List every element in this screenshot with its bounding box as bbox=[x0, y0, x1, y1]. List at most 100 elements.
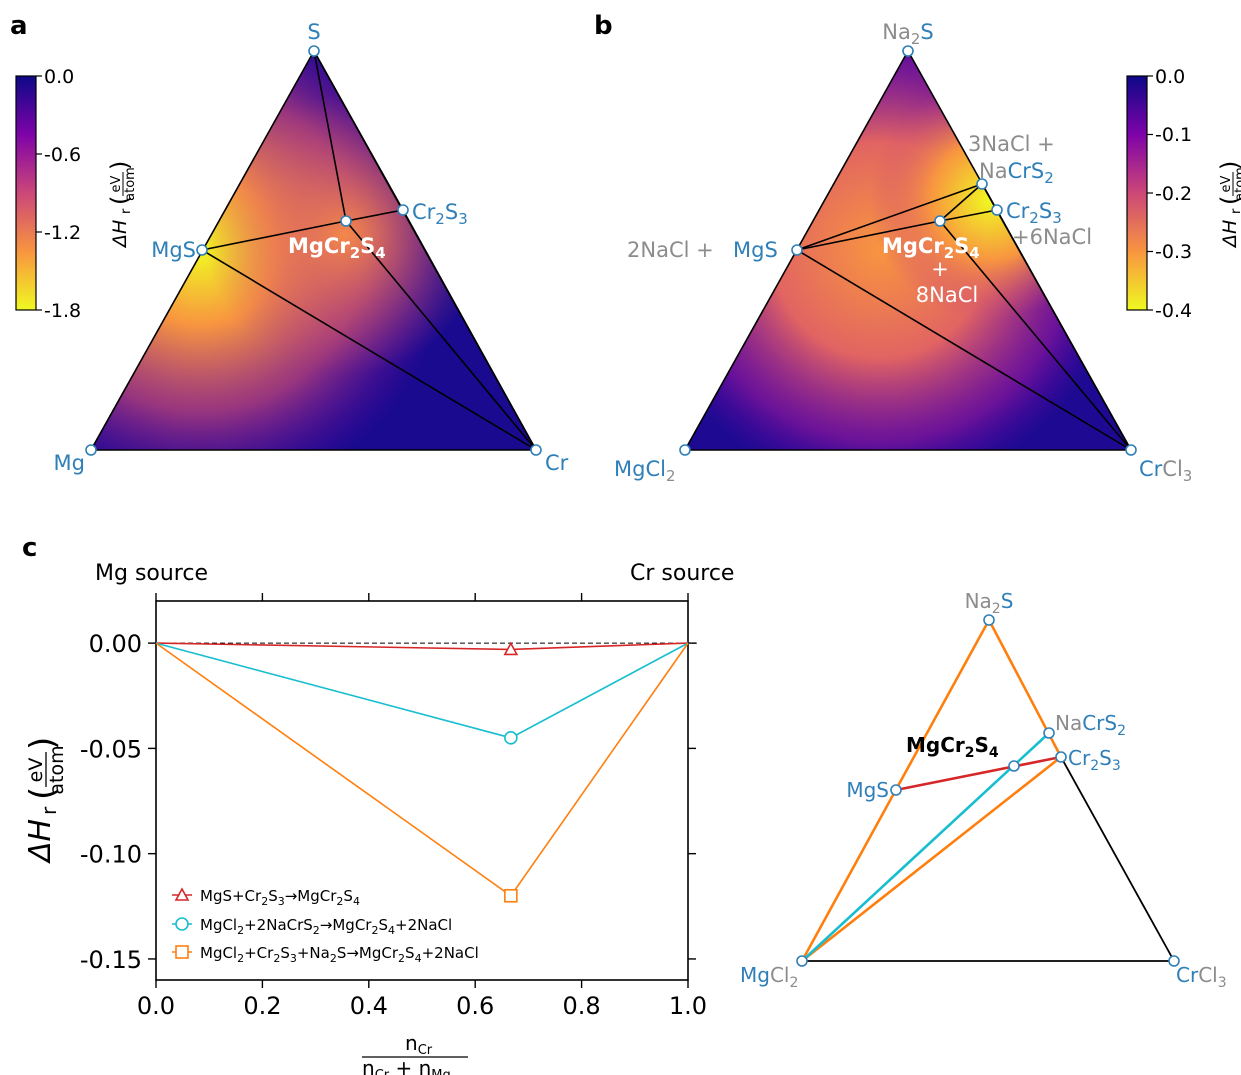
chart-c: 0.0 0.2 0.4 0.6 0.8 1.0 0.00 -0.05 -0.10 -0.15 bbox=[80, 593, 707, 1020]
legend-entry-1: MgS+Cr2S3→MgCr2S4 bbox=[172, 887, 360, 908]
cbar-b-label: ΔH r ( eV atom ) bbox=[1216, 161, 1241, 249]
label-c-crcl3: CrCl3 bbox=[1176, 963, 1227, 991]
node-c-crcl3 bbox=[1168, 955, 1180, 967]
cbar-a-tick-3: -1.8 bbox=[44, 300, 81, 322]
series-marker-1 bbox=[503, 641, 519, 656]
svg-text:nCr: nCr bbox=[405, 1031, 433, 1058]
label-cr2s3: Cr2S3 bbox=[412, 200, 468, 228]
svg-text:eV: eV bbox=[25, 758, 47, 783]
plot-frame bbox=[155, 600, 689, 981]
legend-entry-3: MgCl2+Cr2S3+Na2S→MgCr2S4+2NaCl bbox=[172, 944, 479, 965]
node-b-mgcr2s4 bbox=[934, 215, 946, 227]
node-b-mgs bbox=[791, 244, 803, 256]
y-tick-label: -0.05 bbox=[80, 735, 142, 763]
node-c-mgs bbox=[890, 784, 902, 796]
node-mgcr2s4 bbox=[340, 215, 352, 227]
svg-text:): ) bbox=[106, 161, 134, 170]
node-b-cr2s3 bbox=[991, 204, 1003, 216]
colorbar-b: 0.0 -0.1 -0.2 -0.3 -0.4 ΔH r ( eV atom ) bbox=[1126, 66, 1241, 322]
svg-text:): ) bbox=[1216, 161, 1241, 170]
series-line-1 bbox=[155, 642, 689, 651]
label-s: S bbox=[307, 20, 320, 44]
panel-c-ternary: Na2S NaCrS2 Cr2S3 MgCr2S4 MgS MgCl2 CrCl… bbox=[740, 589, 1227, 991]
series-line-3 bbox=[155, 642, 689, 897]
series-marker-3 bbox=[504, 888, 518, 903]
x-tick-label: 0.2 bbox=[243, 992, 281, 1020]
x-axis-label: nCr nCr + nMg bbox=[362, 1031, 468, 1075]
node-c-cr2s3 bbox=[1055, 751, 1067, 763]
x-tick-label: 1.0 bbox=[669, 992, 707, 1020]
label-b-6nacl: +6NaCl bbox=[1012, 225, 1092, 249]
cbar-b-tick-2: -0.2 bbox=[1155, 183, 1192, 205]
label-b-mgcl2: MgCl2 bbox=[614, 457, 676, 485]
x-tick-label: 0.0 bbox=[137, 992, 175, 1020]
label-c-na2s: Na2S bbox=[965, 589, 1014, 617]
ternary-b-heat2 bbox=[685, 51, 1131, 450]
panel-label-a: a bbox=[10, 11, 28, 41]
cbar-a-tick-2: -1.2 bbox=[44, 222, 81, 244]
svg-text:atom: atom bbox=[1233, 167, 1241, 201]
node-c-nacrs2 bbox=[1043, 727, 1055, 739]
label-cr: Cr bbox=[545, 451, 569, 475]
svg-text:eV: eV bbox=[109, 175, 124, 192]
node-mgcl2 bbox=[679, 444, 691, 456]
label-b-plus: + bbox=[931, 257, 949, 281]
svg-text:(: ( bbox=[106, 196, 134, 205]
legend-text-3: MgCl2+Cr2S3+Na2S→MgCr2S4+2NaCl bbox=[200, 944, 479, 965]
colorbar-a: 0.0 -0.6 -1.2 -1.8 ΔH r ( eV atom ) bbox=[15, 66, 138, 322]
cr-source-label: Cr source bbox=[630, 561, 734, 586]
label-c-mgcl2: MgCl2 bbox=[740, 963, 798, 991]
series-marker-2 bbox=[504, 731, 518, 745]
y-axis-label: ΔH r ( eV atom ) bbox=[23, 737, 68, 864]
node-mg bbox=[85, 444, 97, 456]
cbar-a-tick-1: -0.6 bbox=[44, 144, 81, 166]
x-tick-label: 0.4 bbox=[350, 992, 388, 1020]
label-b-nacrs2: NaCrS2 bbox=[979, 159, 1054, 187]
node-b-nacrs2 bbox=[976, 178, 988, 190]
svg-text:r: r bbox=[37, 806, 61, 815]
label-c-cr2s3: Cr2S3 bbox=[1068, 746, 1121, 774]
node-c-na2s bbox=[983, 614, 995, 626]
svg-text:atom: atom bbox=[46, 745, 68, 794]
y-tick-label: -0.15 bbox=[80, 946, 142, 974]
legend-text-1: MgS+Cr2S3→MgCr2S4 bbox=[200, 887, 360, 908]
cbar-b-tick-4: -0.4 bbox=[1155, 300, 1192, 322]
label-mgcr2s4: MgCr2S4 bbox=[288, 234, 386, 262]
svg-text:r: r bbox=[1229, 208, 1241, 214]
label-b-crcl3: CrCl3 bbox=[1139, 457, 1192, 485]
mg-source-label: Mg source bbox=[95, 561, 208, 586]
cbar-b-tick-0: 0.0 bbox=[1155, 66, 1185, 88]
svg-text:nCr + nMg: nCr + nMg bbox=[362, 1056, 451, 1075]
node-cr2s3 bbox=[397, 204, 409, 216]
legend: MgS+Cr2S3→MgCr2S4 MgCl2+2NaCrS2→MgCr2S4+… bbox=[172, 887, 479, 965]
node-s bbox=[308, 45, 320, 57]
cbar-b-tick-3: -0.3 bbox=[1155, 241, 1192, 263]
svg-text:atom: atom bbox=[123, 167, 138, 201]
label-b-mgs: MgS bbox=[733, 238, 778, 262]
panel-b-ternary: Na2S MgCl2 CrCl3 3NaCl + NaCrS2 Cr2S3 +6… bbox=[614, 20, 1192, 485]
label-b-mgcr2s4: MgCr2S4 bbox=[882, 234, 980, 262]
panel-label-b: b bbox=[594, 11, 613, 41]
node-na2s bbox=[902, 45, 914, 57]
svg-text:ΔH: ΔH bbox=[1219, 220, 1241, 249]
panel-label-c: c bbox=[22, 533, 37, 563]
label-b-2nacl: 2NaCl + bbox=[627, 238, 714, 262]
label-b-na2s: Na2S bbox=[882, 20, 933, 48]
cbar-b-tick-1: -0.1 bbox=[1155, 124, 1192, 146]
y-tick-label: -0.10 bbox=[80, 841, 142, 869]
legend-entry-2: MgCl2+2NaCrS2→MgCr2S4+2NaCl bbox=[172, 916, 452, 937]
node-mgs bbox=[196, 244, 208, 256]
node-c-mgcr2s4 bbox=[1008, 760, 1020, 772]
svg-text:eV: eV bbox=[1219, 175, 1234, 192]
label-c-nacrs2: NaCrS2 bbox=[1055, 711, 1126, 739]
node-cr bbox=[530, 444, 542, 456]
svg-text:r: r bbox=[119, 208, 134, 214]
label-b-8nacl: 8NaCl bbox=[916, 283, 978, 307]
label-b-cr2s3: Cr2S3 bbox=[1006, 199, 1062, 227]
svg-text:): ) bbox=[23, 737, 63, 750]
x-tick-label: 0.6 bbox=[456, 992, 494, 1020]
cbar-a-tick-0: 0.0 bbox=[44, 66, 74, 88]
svg-text:(: ( bbox=[23, 787, 63, 800]
svg-text:(: ( bbox=[1216, 196, 1241, 205]
